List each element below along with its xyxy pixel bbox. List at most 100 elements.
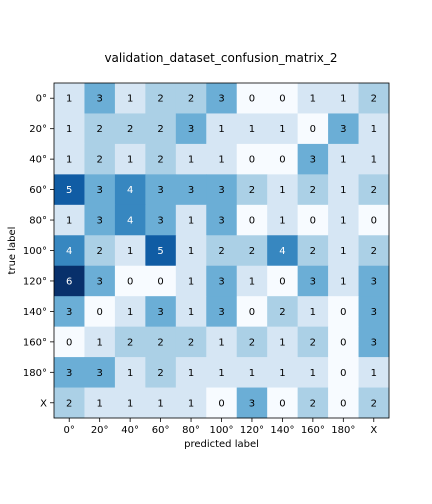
cell-value-label: 2 [371,246,377,257]
heatmap-cell [54,204,85,236]
heatmap-cell [54,357,85,388]
heatmap-cell [358,357,390,388]
x-axis-label: predicted label [184,439,259,450]
heatmap-cell [145,235,177,267]
heatmap-cell [84,357,116,388]
heatmap-cell [297,387,329,419]
heatmap-cell [145,296,177,328]
heatmap-cell [206,204,238,236]
chart-title: validation_dataset_confusion_matrix_2 [104,51,337,65]
cell-value-label: 3 [188,185,194,196]
heatmap-cell [54,83,85,114]
y-tick-label: 180° [23,368,47,379]
cell-value-label: 1 [218,155,224,166]
cell-value-label: 2 [96,246,102,257]
cell-value-label: 3 [218,185,224,196]
cell-value-label: 0 [279,155,285,166]
cell-value-label: 1 [188,155,194,166]
cell-value-label: 3 [157,216,163,227]
y-tick-label: 20° [29,124,47,135]
cell-value-label: 1 [371,155,377,166]
cell-value-label: 1 [340,94,346,105]
cell-value-label: 4 [279,246,285,257]
heatmap-cell [175,174,207,206]
heatmap-cell [328,235,359,267]
cell-value-label: 1 [340,185,346,196]
cell-value-label: 0 [279,398,285,409]
heatmap-cell [328,296,359,328]
cell-value-label: 3 [371,307,377,318]
cell-value-label: 2 [279,307,285,318]
cell-value-label: 1 [310,307,316,318]
heatmap-cell [236,387,268,419]
heatmap-cell [145,204,177,236]
heatmap-cell [328,357,359,388]
cell-value-label: 0 [249,155,255,166]
cell-value-label: 1 [310,368,316,379]
cell-value-label: 1 [218,337,224,348]
heatmap-cell [114,296,146,328]
cell-value-label: 2 [310,337,316,348]
heatmap-cell [328,143,359,175]
cell-value-label: 2 [157,124,163,135]
heatmap-cell [236,174,268,206]
heatmap-cell [145,357,177,388]
cell-value-label: 3 [249,398,255,409]
heatmap-cell [114,235,146,267]
heatmap-cell [297,296,329,328]
cell-value-label: 3 [96,368,102,379]
heatmap-cell [236,143,268,175]
heatmap-cell [206,326,238,358]
heatmap-cell [328,83,359,114]
x-axis-ticks: 0° 20° 40° 60° 80° 100° 120° 140° 160° 180° X [64,418,377,436]
cell-value-label: 0 [371,216,377,227]
cell-value-label: 2 [188,337,194,348]
heatmap-cell [297,143,329,175]
y-tick-label: X [40,398,47,409]
heatmap-cell [145,143,177,175]
cell-value-label: 0 [279,94,285,105]
cell-value-label: 3 [310,276,316,287]
heatmap-cell [84,204,116,236]
heatmap-cell [267,296,299,328]
heatmap-cell [206,113,238,145]
y-tick-label: 160° [23,337,47,348]
x-tick-label: X [370,425,377,436]
cell-value-label: 1 [279,185,285,196]
heatmap-cell [267,265,299,297]
cell-value-label: 2 [371,94,377,105]
heatmap-cell [206,357,238,388]
heatmap-cell [54,387,85,419]
cell-value-label: 2 [249,246,255,257]
cell-value-label: 2 [157,368,163,379]
cell-value-label: 3 [218,94,224,105]
x-tick-label: 20° [91,425,109,436]
cell-value-label: 0 [310,124,316,135]
cell-value-label: 3 [218,307,224,318]
heatmap-cell [206,83,238,114]
cell-value-label: 2 [310,185,316,196]
heatmap-cell [267,235,299,267]
cell-value-label: 1 [188,276,194,287]
heatmap-cell [267,387,299,419]
cell-value-label: 0 [279,276,285,287]
cell-value-label: 1 [279,368,285,379]
cell-value-label: 3 [157,185,163,196]
cell-value-label: 1 [340,276,346,287]
heatmap-cell [358,83,390,114]
heatmap-cell [84,296,116,328]
heatmap-cell [236,357,268,388]
cell-value-label: 1 [96,398,102,409]
heatmap-cell [328,265,359,297]
heatmap-cells: 1 3 1 2 2 3 0 0 1 1 2 1 2 2 2 3 1 1 1 0 3 1 1 2 1 2 1 1 0 0 3 1 1 5 3 4 3 3 3 2… [54,83,390,419]
heatmap-cell [206,296,238,328]
cell-value-label: 0 [249,216,255,227]
heatmap-cell [175,387,207,419]
cell-value-label: 0 [249,307,255,318]
y-tick-label: 100° [23,246,47,257]
cell-value-label: 3 [157,307,163,318]
heatmap-cell [145,113,177,145]
heatmap-cell [358,143,390,175]
cell-value-label: 1 [279,337,285,348]
cell-value-label: 6 [66,276,72,287]
